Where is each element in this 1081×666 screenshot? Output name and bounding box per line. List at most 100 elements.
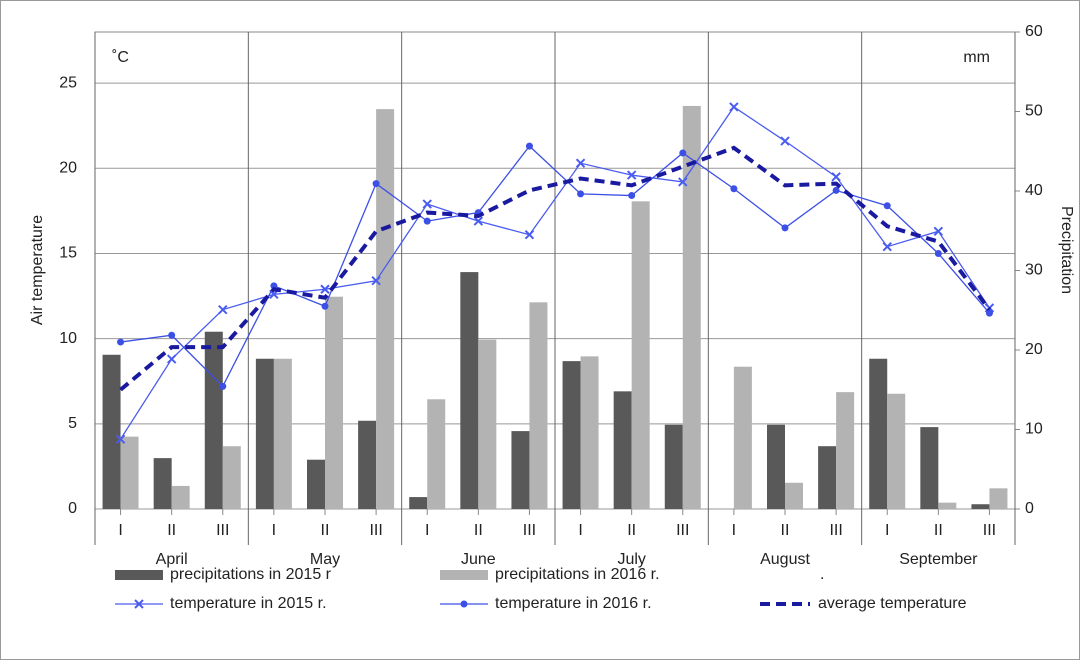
x-tick-label: I [272, 522, 276, 539]
y-tick-label: 25 [59, 74, 77, 91]
bar [631, 201, 650, 509]
x-tick-label: III [216, 522, 229, 539]
bar [818, 446, 837, 509]
marker [882, 241, 892, 252]
bar [869, 358, 888, 509]
x-tick-label: I [425, 522, 429, 539]
marker [166, 354, 177, 364]
bar [887, 393, 906, 509]
y-tick-label: 15 [59, 245, 77, 262]
bar [273, 358, 292, 509]
group-label: June [461, 551, 496, 568]
bar [989, 488, 1008, 509]
marker [219, 382, 227, 390]
marker [524, 230, 535, 240]
marker [577, 190, 585, 198]
bar [171, 485, 190, 509]
marker [628, 192, 636, 200]
y2-label: Precipitation [1058, 206, 1075, 294]
x-tick-label: II [781, 522, 790, 539]
legend-label: precipitations in 2015 r [170, 566, 332, 583]
legend-note: . [820, 566, 824, 583]
bar [613, 391, 632, 509]
y-tick-label: 0 [68, 500, 77, 517]
x-tick-label: II [474, 522, 483, 539]
bar [102, 354, 121, 509]
x-tick-label: II [627, 522, 636, 539]
marker [934, 249, 942, 257]
marker [831, 172, 841, 182]
y2-tick-label: 30 [1025, 262, 1043, 279]
bar [376, 109, 395, 510]
bar [153, 458, 172, 509]
bar [562, 361, 581, 509]
marker [320, 284, 330, 294]
marker [832, 186, 840, 194]
x-tick-label: II [167, 522, 176, 539]
y-unit: ˚C [112, 49, 129, 66]
group-label: September [899, 551, 978, 568]
marker [730, 185, 738, 193]
bar [664, 424, 683, 509]
group-label: August [760, 551, 810, 568]
y2-tick-label: 0 [1025, 500, 1034, 517]
y-tick-label: 10 [59, 330, 77, 347]
legend-label: temperature in 2016 r. [495, 595, 652, 612]
legend-swatch [115, 570, 163, 580]
legend-swatch [440, 570, 488, 580]
legend-label: temperature in 2015 r. [170, 595, 327, 612]
y2-tick-label: 10 [1025, 421, 1043, 438]
y-tick-label: 5 [68, 415, 77, 432]
bar [325, 296, 343, 509]
marker [525, 142, 533, 150]
bar [478, 339, 497, 509]
legend-label: precipitations in 2016 r. [495, 566, 660, 583]
marker [422, 199, 432, 209]
bar [409, 497, 428, 509]
bar [460, 272, 479, 509]
x-tick-label: III [369, 522, 382, 539]
x-tick-label: II [321, 522, 330, 539]
bar [222, 446, 241, 509]
bar [682, 105, 701, 509]
marker [460, 600, 468, 608]
marker [218, 304, 228, 315]
y-label: Air temperature [29, 215, 46, 325]
marker [780, 136, 790, 146]
bar [938, 502, 957, 509]
marker [933, 226, 944, 237]
marker [372, 180, 380, 188]
y2-unit: mm [963, 49, 990, 66]
marker [678, 177, 688, 187]
marker [117, 338, 125, 346]
marker [371, 276, 381, 286]
marker [575, 158, 586, 168]
group-label: May [310, 551, 340, 568]
marker [883, 202, 891, 210]
bar [358, 420, 377, 509]
y2-tick-label: 60 [1025, 23, 1043, 40]
bar [733, 366, 752, 509]
marker [626, 170, 637, 180]
y-tick-label: 20 [59, 160, 77, 177]
marker [423, 217, 431, 225]
bar [204, 331, 223, 509]
x-tick-label: I [578, 522, 582, 539]
bar [255, 358, 274, 509]
x-tick-label: I [885, 522, 889, 539]
marker [321, 302, 329, 310]
marker [729, 102, 739, 112]
y2-tick-label: 20 [1025, 341, 1043, 358]
bar [767, 424, 785, 509]
x-tick-label: I [732, 522, 736, 539]
marker [781, 224, 789, 232]
x-tick-label: III [829, 522, 842, 539]
group-label: April [156, 551, 188, 568]
y2-tick-label: 50 [1025, 103, 1043, 120]
bar [511, 431, 530, 509]
marker [985, 309, 993, 317]
marker [134, 599, 144, 609]
bar [427, 399, 446, 509]
y2-tick-label: 40 [1025, 182, 1043, 199]
